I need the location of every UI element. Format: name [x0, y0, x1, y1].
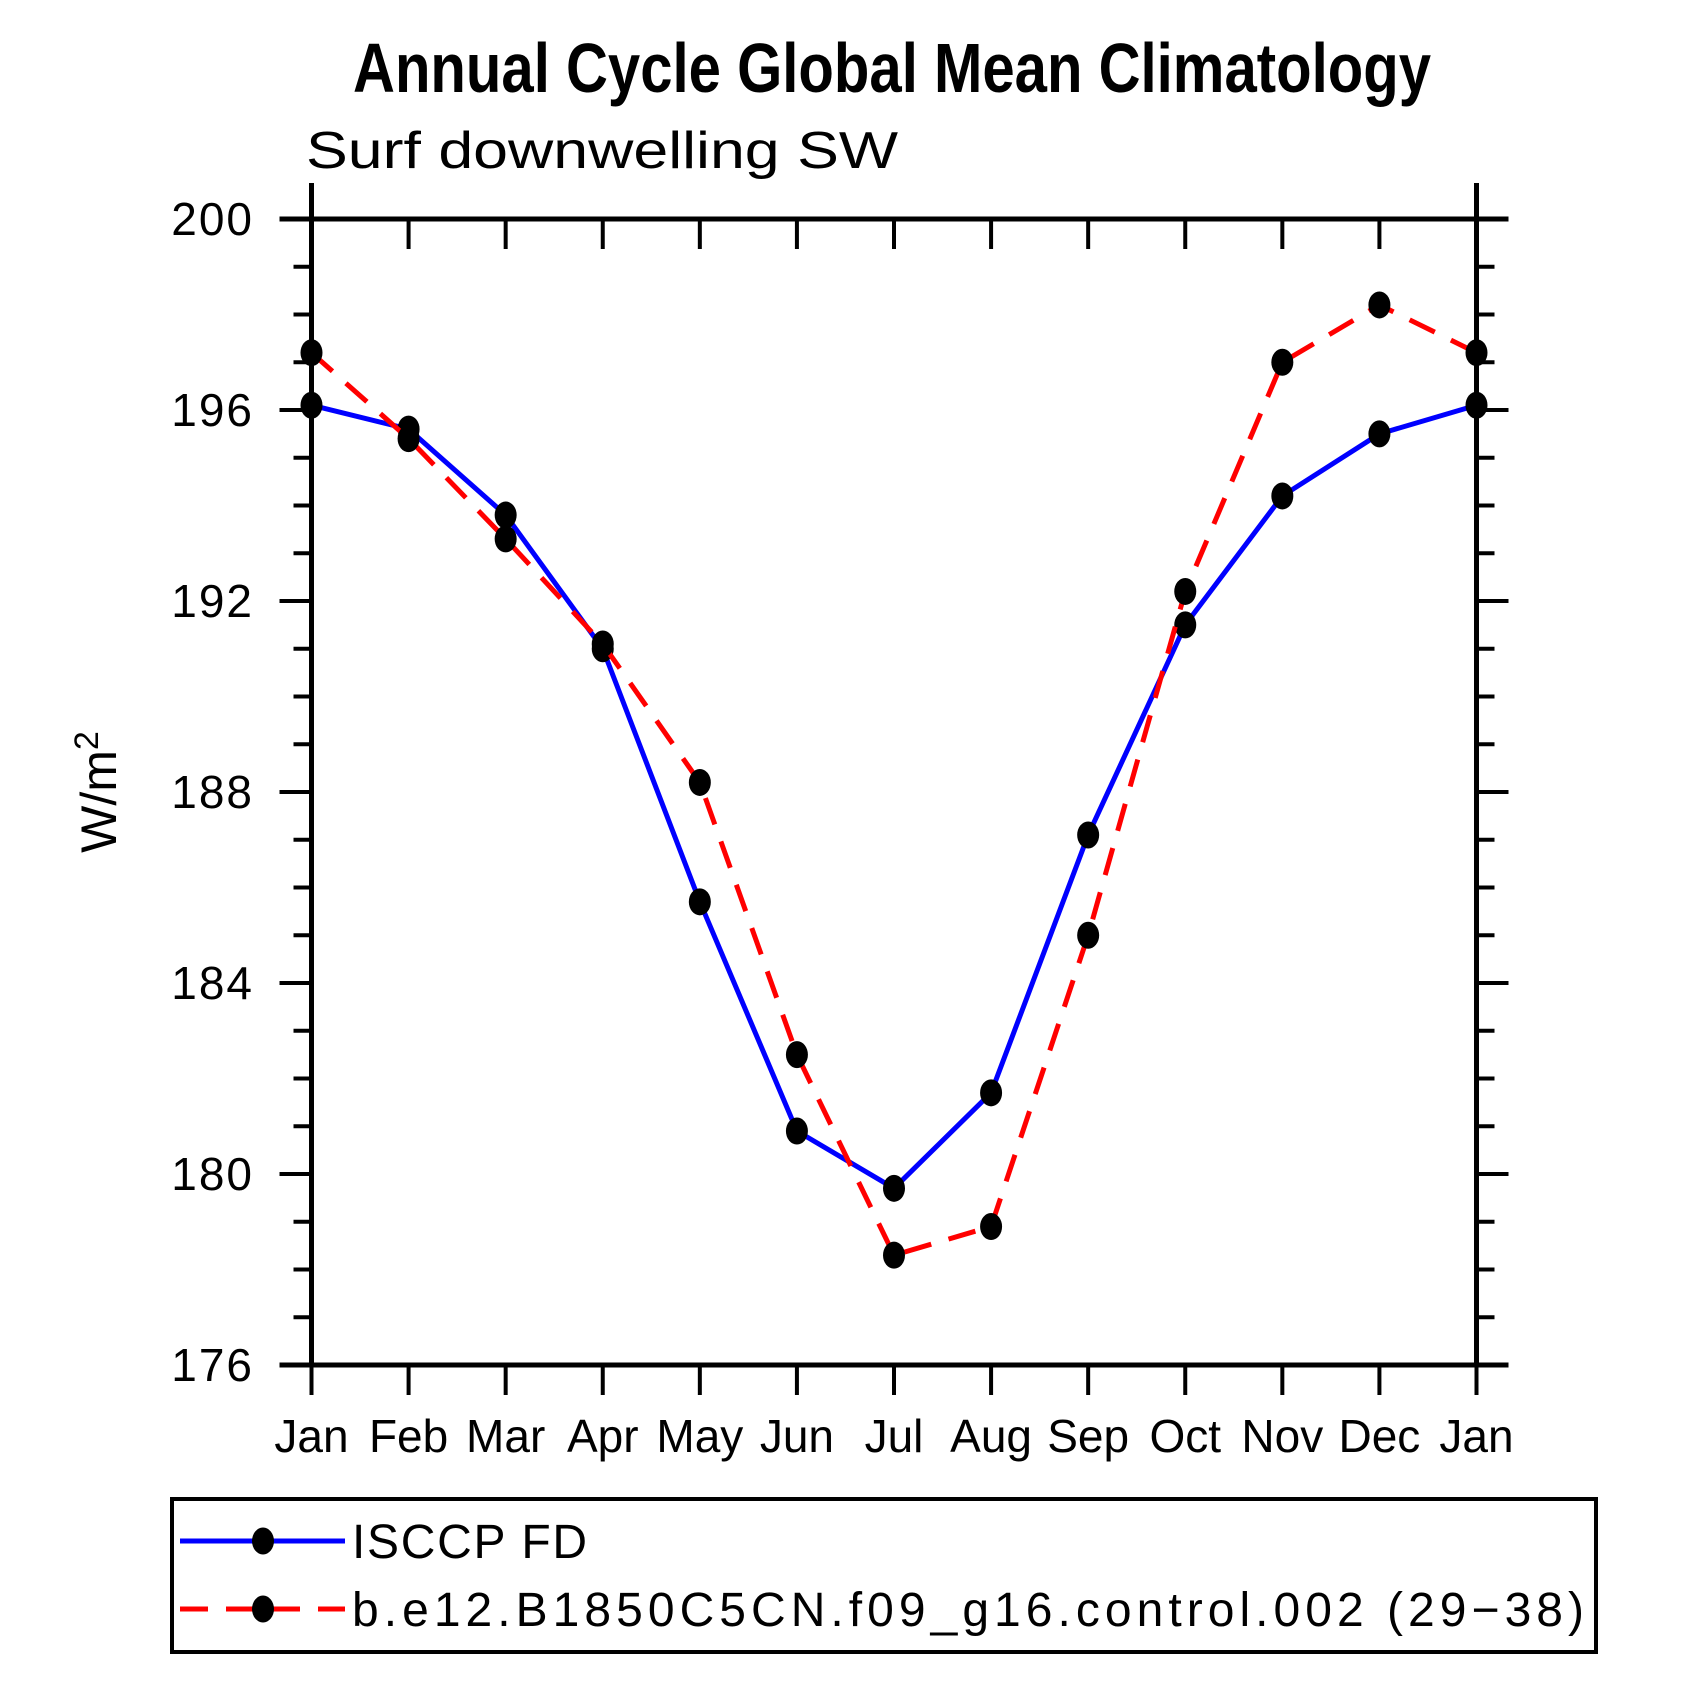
x-tick-label: Jul [865, 1410, 924, 1462]
chart-title: Annual Cycle Global Mean Climatology [353, 29, 1431, 107]
data-point-marker [688, 768, 711, 796]
data-point-marker [494, 525, 517, 553]
x-tick-label: May [656, 1410, 743, 1462]
y-tick-label: 200 [171, 193, 254, 245]
series-line-1 [309, 302, 1478, 1258]
axes [279, 183, 1509, 1395]
x-tick-label: Nov [1241, 1410, 1323, 1462]
x-tick-label: Apr [567, 1410, 639, 1462]
data-point-marker [883, 1241, 905, 1269]
legend-box [170, 1497, 1598, 1654]
data-point-marker [397, 425, 420, 453]
x-tick-label: Sep [1047, 1410, 1129, 1462]
data-point-marker [1465, 339, 1488, 367]
y-tick-label: 180 [171, 1148, 254, 1200]
data-point-marker [688, 888, 711, 916]
data-point-marker [785, 1117, 808, 1145]
legend: ISCCP FD b.e12.B1850C5CN.f09_g16.control.… [170, 1497, 1598, 1654]
data-point-marker [1174, 577, 1197, 605]
legend-item-0: ISCCP FD [180, 1516, 590, 1569]
x-tick-label: Mar [466, 1410, 545, 1462]
y-tick-label: 176 [171, 1339, 254, 1391]
chart-subtitle: Surf downwelling SW [306, 122, 898, 180]
data-point-marker [1465, 391, 1488, 419]
y-axis-label: W/m2 [68, 731, 127, 853]
series-1 [300, 291, 1488, 1269]
x-tick-label: Feb [369, 1410, 448, 1462]
data-point-marker [1174, 611, 1197, 639]
series-line-0 [310, 402, 1478, 1191]
data-point-marker [300, 339, 323, 367]
legend-item-1: b.e12.B1850C5CN.f09_g16.control.002 (29−… [180, 1584, 1587, 1637]
y-tick-label: 184 [171, 957, 254, 1009]
x-tick-label: Dec [1339, 1410, 1421, 1462]
y-tick-labels: 176 180 184 188 192 196 200 [171, 193, 254, 1391]
data-point-marker [980, 1079, 1003, 1107]
legend-label: ISCCP FD [352, 1516, 590, 1569]
data-point-marker [785, 1041, 808, 1069]
data-point-marker [1077, 921, 1100, 949]
data-point-marker [1271, 482, 1294, 510]
y-tick-label: 188 [171, 766, 254, 818]
y-axis-unit-label: W/m2 [68, 731, 127, 853]
x-tick-label: Jan [274, 1410, 348, 1462]
x-tick-label: Oct [1149, 1410, 1221, 1462]
x-tick-labels: Jan Feb Mar Apr May Jun Jul Aug Sep Oct Nov Dec Jan [274, 1410, 1513, 1462]
series-lines [300, 291, 1488, 1269]
y-tick-label: 196 [171, 384, 254, 436]
x-tick-label: Jan [1439, 1410, 1513, 1462]
data-point-marker [883, 1174, 905, 1202]
y-tick-label: 192 [171, 575, 254, 627]
data-point-marker [1271, 348, 1294, 376]
legend-label: b.e12.B1850C5CN.f09_g16.control.002 (29−… [352, 1584, 1587, 1637]
data-point-marker [1368, 291, 1391, 319]
legend-marker [252, 1595, 274, 1623]
data-point-marker [494, 501, 517, 529]
legend-marker [252, 1527, 274, 1555]
data-point-marker [591, 630, 614, 658]
data-point-marker [1077, 821, 1100, 849]
data-point-marker [300, 391, 323, 419]
data-point-marker [1368, 420, 1391, 448]
x-tick-label: Jun [760, 1410, 834, 1462]
x-tick-label: Aug [950, 1410, 1032, 1462]
data-point-marker [980, 1213, 1003, 1241]
